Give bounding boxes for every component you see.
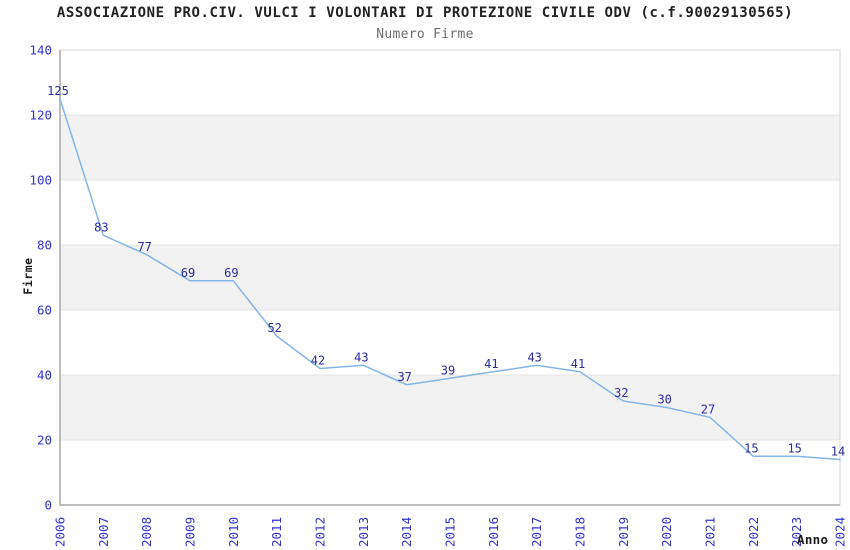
- x-tick-label: 2018: [573, 517, 588, 547]
- y-tick-label: 140: [29, 43, 52, 58]
- x-tick-label: 2013: [356, 517, 371, 547]
- x-axis-title: Anno: [797, 532, 829, 547]
- y-tick-label: 100: [29, 173, 52, 188]
- point-label: 41: [571, 357, 585, 371]
- x-tick-label: 2006: [53, 517, 68, 547]
- chart-title: ASSOCIAZIONE PRO.CIV. VULCI I VOLONTARI …: [56, 5, 794, 21]
- point-label: 77: [137, 240, 151, 254]
- point-label: 42: [311, 354, 325, 368]
- x-tick-label: 2008: [139, 517, 154, 547]
- x-tick-label: 2024: [833, 517, 848, 547]
- plot-band: [60, 245, 840, 310]
- point-label: 125: [47, 84, 69, 98]
- y-tick-label: 120: [29, 108, 52, 123]
- y-tick-label: 0: [44, 498, 52, 513]
- x-tick-label: 2007: [96, 517, 111, 547]
- point-label: 43: [354, 350, 368, 364]
- x-tick-label: 2012: [313, 517, 328, 547]
- point-label: 14: [831, 445, 845, 459]
- point-label: 27: [701, 402, 715, 416]
- point-label: 30: [657, 393, 671, 407]
- plot-band: [60, 375, 840, 440]
- y-tick-label: 60: [37, 303, 52, 318]
- x-tick-label: 2014: [399, 517, 414, 547]
- y-tick-label: 40: [37, 368, 52, 383]
- x-tick-label: 2015: [443, 517, 458, 547]
- y-tick-label: 80: [37, 238, 52, 253]
- x-tick-label: 2009: [183, 517, 198, 547]
- point-label: 83: [94, 220, 108, 234]
- point-label: 39: [441, 363, 455, 377]
- x-tick-label: 2016: [486, 517, 501, 547]
- point-label: 37: [397, 370, 411, 384]
- point-label: 15: [787, 441, 801, 455]
- x-tick-label: 2019: [616, 517, 631, 547]
- x-tick-label: 2010: [226, 517, 241, 547]
- point-label: 69: [181, 266, 195, 280]
- point-label: 43: [527, 350, 541, 364]
- x-tick-label: 2021: [703, 517, 718, 547]
- y-tick-label: 20: [37, 433, 52, 448]
- plot-band: [60, 115, 840, 180]
- point-label: 41: [484, 357, 498, 371]
- point-label: 32: [614, 386, 628, 400]
- x-tick-label: 2017: [529, 517, 544, 547]
- data-line: [59, 98, 841, 461]
- y-axis-title: Firme: [21, 257, 35, 295]
- chart-subtitle: Numero Firme: [376, 27, 474, 42]
- point-label: 15: [744, 441, 758, 455]
- point-label: 69: [224, 266, 238, 280]
- x-tick-label: 2022: [746, 517, 761, 547]
- x-tick-label: 2020: [659, 517, 674, 547]
- point-label: 52: [267, 321, 281, 335]
- x-tick-label: 2023: [789, 517, 804, 547]
- x-tick-label: 2011: [269, 517, 284, 547]
